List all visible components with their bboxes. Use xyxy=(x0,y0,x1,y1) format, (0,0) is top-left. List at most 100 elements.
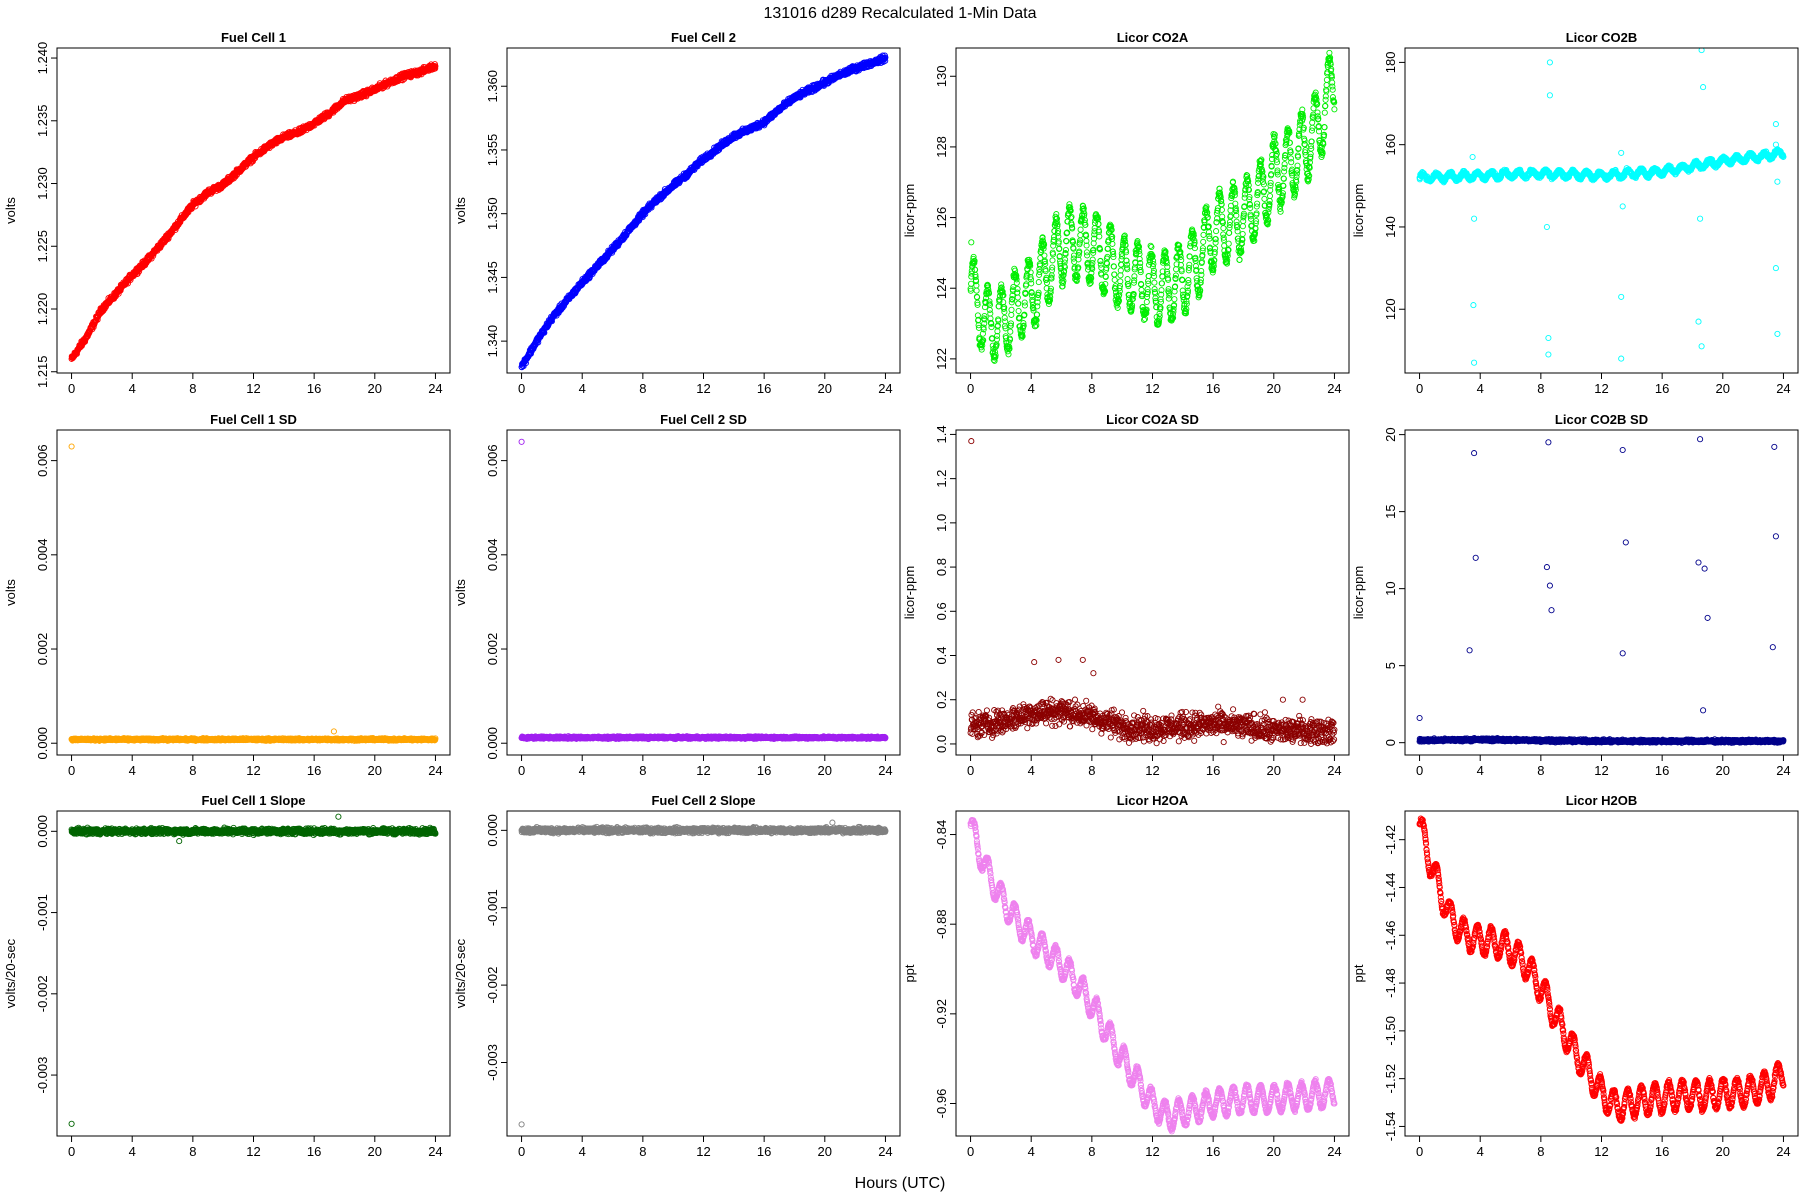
data-point xyxy=(1102,288,1109,295)
data-point xyxy=(1266,203,1273,210)
data-point xyxy=(1108,226,1115,233)
data-point xyxy=(1266,192,1274,200)
panel-2: Fuel Cell 20 4 8 12 16 20 241.3401.3451.3501.3… xyxy=(453,30,901,396)
data-point xyxy=(1008,311,1015,318)
data-point xyxy=(1329,83,1336,90)
data-point xyxy=(1019,333,1026,340)
data-points xyxy=(518,52,889,371)
data-point xyxy=(1049,264,1056,271)
data-point xyxy=(1321,131,1328,138)
data-point xyxy=(1075,251,1082,259)
data-point xyxy=(1118,250,1125,257)
data-point xyxy=(1134,238,1141,245)
data-point xyxy=(1294,153,1302,160)
data-point xyxy=(1091,231,1098,238)
data-point xyxy=(1240,210,1247,217)
data-point xyxy=(1232,189,1239,196)
data-point xyxy=(1267,187,1274,194)
data-point xyxy=(1220,234,1227,241)
data-point xyxy=(1226,221,1233,229)
data-point xyxy=(1009,292,1016,299)
data-point xyxy=(995,317,1002,324)
data-point xyxy=(1183,300,1190,307)
data-point xyxy=(1219,213,1226,220)
data-point xyxy=(1163,257,1170,265)
data-point xyxy=(1226,229,1233,236)
data-point xyxy=(1210,260,1217,267)
plot-frame xyxy=(955,47,1350,374)
data-point xyxy=(1047,294,1054,301)
data-points xyxy=(1416,48,1787,366)
data-point xyxy=(1300,113,1307,120)
data-point xyxy=(1321,109,1328,116)
data-point xyxy=(1182,308,1189,315)
data-point xyxy=(1233,208,1240,215)
data-point xyxy=(1074,273,1081,280)
y-tick-label: 1.360 xyxy=(485,70,500,103)
x-tick-label: 0 xyxy=(967,381,974,396)
data-point xyxy=(968,270,975,277)
data-point xyxy=(1279,190,1286,197)
data-point xyxy=(1254,200,1261,207)
data-point xyxy=(1046,297,1054,304)
data-point xyxy=(1214,205,1221,212)
data-point xyxy=(1165,295,1172,302)
data-point xyxy=(1277,208,1284,215)
x-tick-label: 20 xyxy=(368,381,382,396)
data-point xyxy=(1137,260,1144,267)
data-point xyxy=(1047,285,1055,292)
data-point xyxy=(1090,240,1097,247)
plot-frame xyxy=(56,47,451,374)
data-point xyxy=(1136,247,1143,255)
data-point xyxy=(996,298,1003,305)
panel-grid: Fuel Cell 10 4 8 12 16 20 241.2151.2201.2251.2… xyxy=(3,30,1799,1159)
data-point xyxy=(1081,212,1088,219)
data-point xyxy=(1158,287,1165,294)
data-point xyxy=(1225,246,1232,253)
data-point xyxy=(1186,261,1193,268)
data-point xyxy=(1159,268,1166,275)
data-point xyxy=(1125,283,1132,290)
data-point xyxy=(1068,213,1075,220)
data-point xyxy=(1021,311,1028,318)
data-point xyxy=(1308,145,1315,152)
data-point xyxy=(1212,236,1219,243)
data-point xyxy=(1306,172,1313,179)
data-point xyxy=(1247,213,1254,220)
data-point xyxy=(1245,178,1252,185)
data-point xyxy=(1150,260,1157,268)
data-point xyxy=(1199,251,1206,259)
data-point xyxy=(1151,279,1158,286)
data-point xyxy=(1247,204,1254,212)
data-point xyxy=(986,298,993,305)
data-point xyxy=(1231,186,1238,193)
data-point xyxy=(1308,138,1315,145)
data-point xyxy=(1314,109,1321,116)
data-point xyxy=(1239,230,1246,238)
data-point xyxy=(1285,126,1292,134)
data-point xyxy=(1224,252,1231,260)
data-point xyxy=(973,278,980,285)
data-point xyxy=(1122,238,1129,245)
data-point xyxy=(1165,285,1172,293)
data-point xyxy=(1005,351,1012,358)
data-point xyxy=(1238,248,1245,256)
data-point xyxy=(1205,223,1212,230)
data-point xyxy=(1246,201,1254,208)
data-point xyxy=(1067,207,1074,214)
data-point xyxy=(1314,113,1321,120)
data-point xyxy=(1292,186,1299,193)
data-point xyxy=(1234,223,1241,230)
data-point xyxy=(1022,290,1029,297)
data-point xyxy=(1113,292,1120,299)
data-point xyxy=(609,249,616,256)
data-point xyxy=(993,336,1000,343)
data-point xyxy=(432,63,439,70)
y-axis-label: volts xyxy=(453,197,468,224)
data-point xyxy=(1288,159,1295,166)
data-points xyxy=(68,61,439,362)
data-point xyxy=(1068,221,1075,228)
x-tick-label: 4 xyxy=(1028,381,1035,396)
data-point xyxy=(1121,235,1128,242)
data-point xyxy=(1006,336,1014,343)
